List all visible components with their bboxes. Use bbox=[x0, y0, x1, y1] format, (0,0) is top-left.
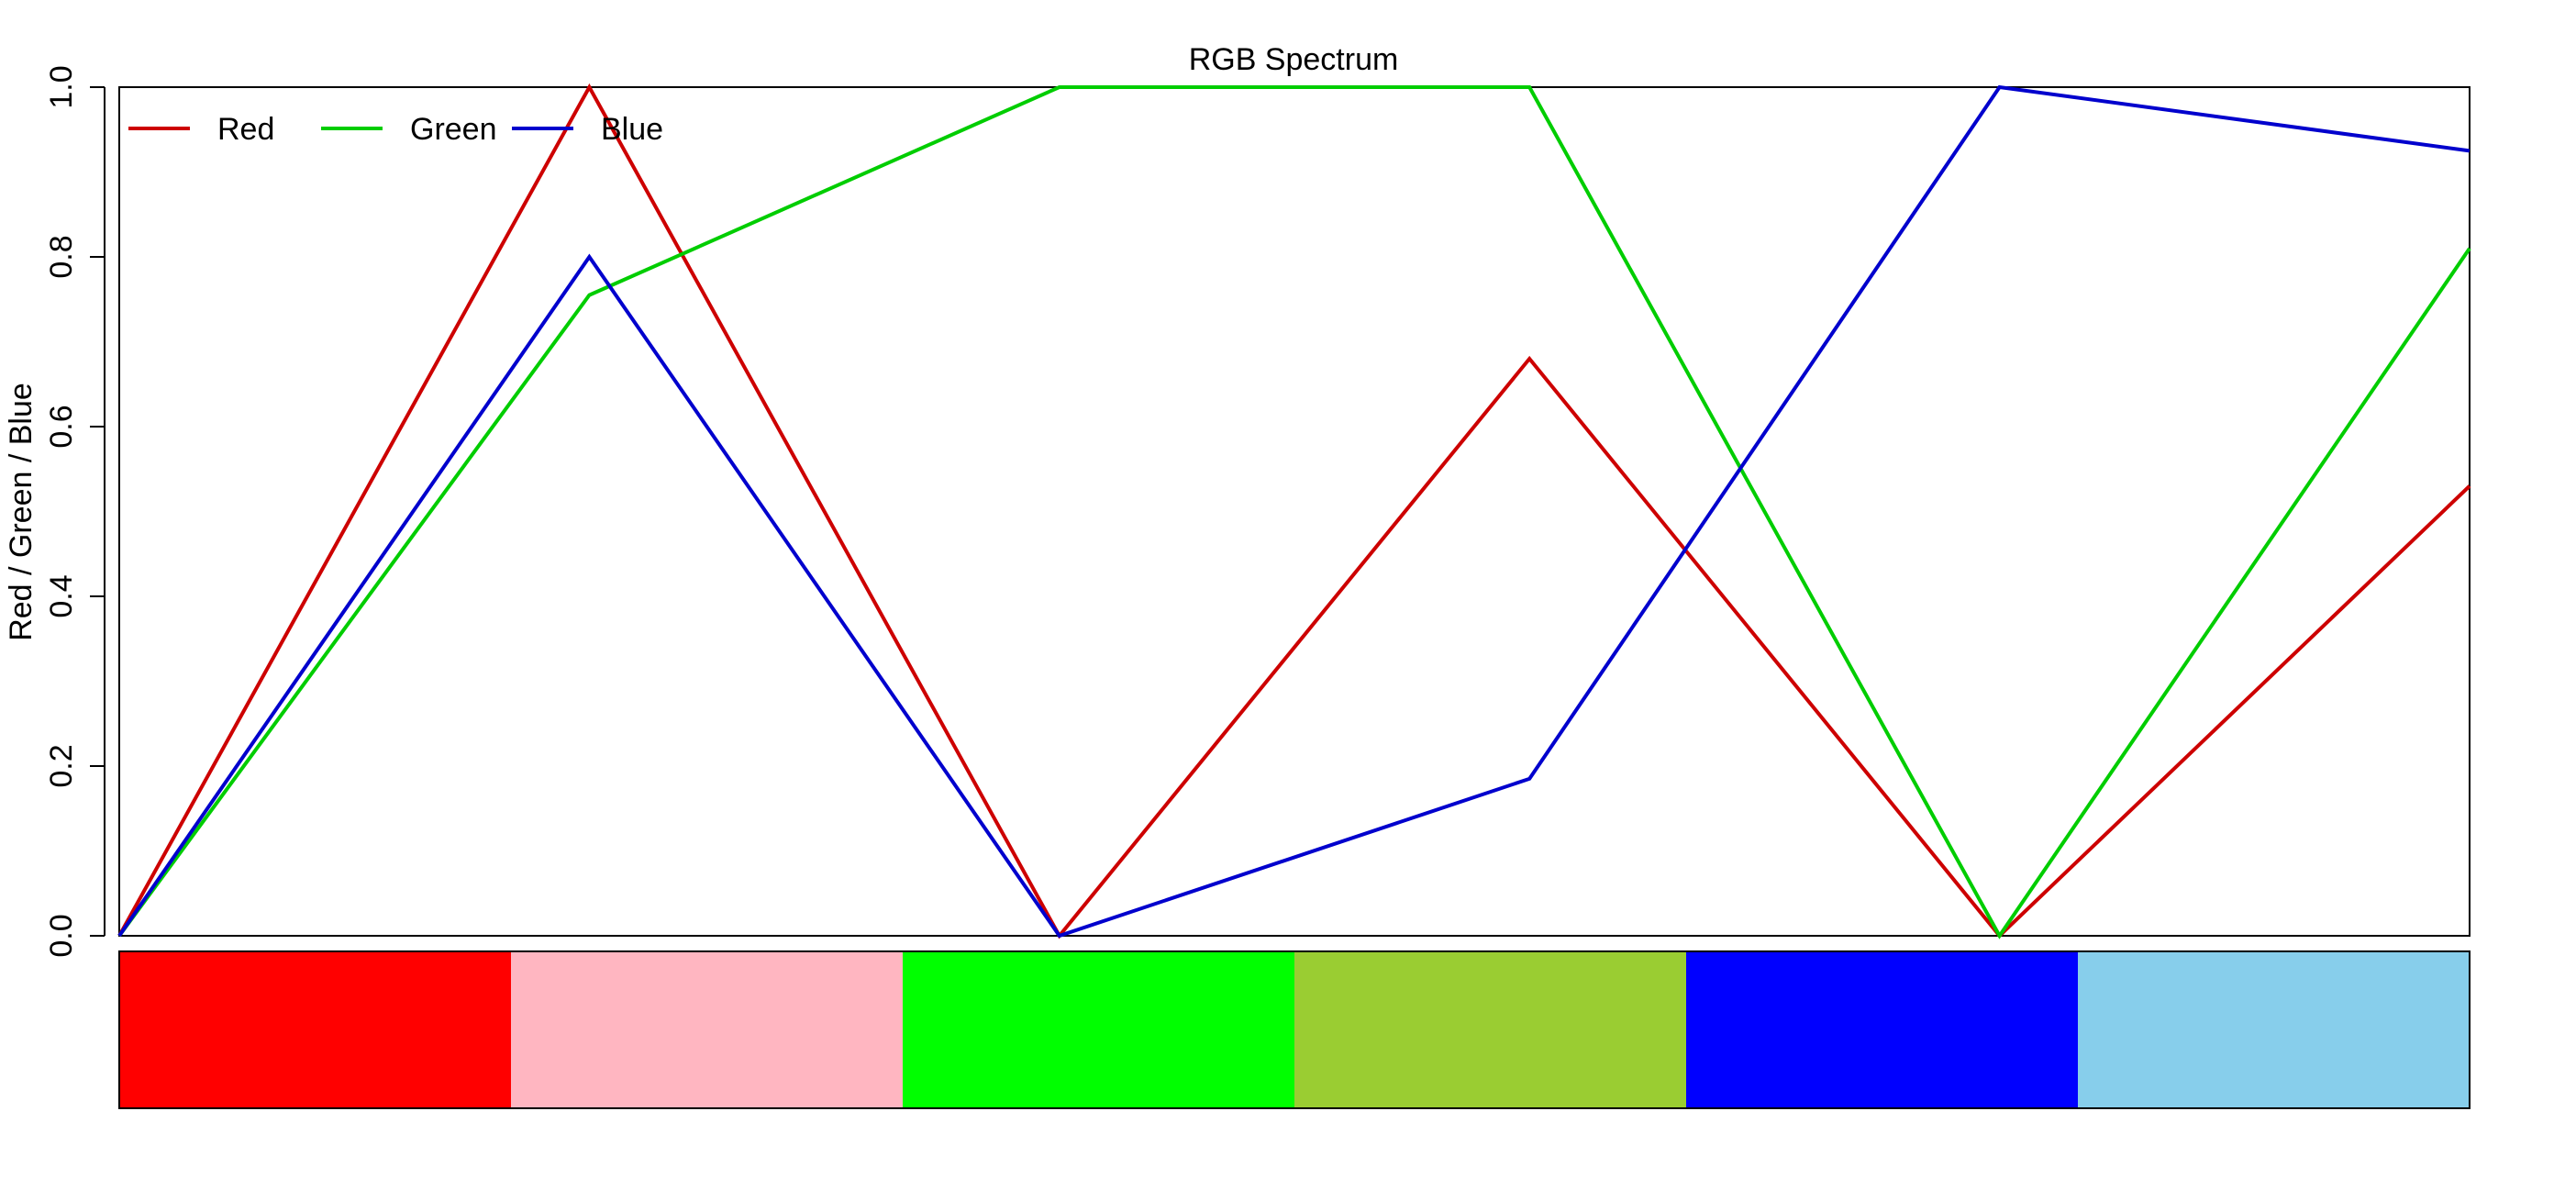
color-swatch bbox=[119, 951, 511, 1108]
legend-label-red: Red bbox=[217, 112, 274, 147]
legend-label-blue: Blue bbox=[601, 112, 663, 147]
y-tick-label: 0.0 bbox=[44, 914, 79, 957]
swatch-strip-frame bbox=[118, 950, 2471, 1109]
y-tick-label: 1.0 bbox=[44, 65, 79, 108]
color-swatch bbox=[1294, 951, 1686, 1108]
color-swatch-strip bbox=[118, 950, 2471, 1109]
y-axis: 0.0 0.2 0.4 0.6 0.8 1.0 bbox=[44, 65, 105, 958]
color-swatch bbox=[2078, 951, 2470, 1108]
series-lines bbox=[117, 83, 2471, 939]
y-tick-label: 0.6 bbox=[44, 405, 79, 448]
legend: Red Green Blue bbox=[128, 112, 663, 147]
plot-frame bbox=[118, 86, 2471, 937]
color-swatch bbox=[1686, 951, 2078, 1108]
series-line-green bbox=[117, 85, 2471, 939]
y-tick-label: 0.8 bbox=[44, 235, 79, 278]
y-axis-label: Red / Green / Blue bbox=[4, 383, 39, 641]
color-swatch bbox=[903, 951, 1294, 1108]
series-line-blue bbox=[117, 84, 2471, 939]
legend-label-green: Green bbox=[410, 112, 497, 147]
chart-title: RGB Spectrum bbox=[1189, 42, 1399, 77]
color-swatch bbox=[511, 951, 903, 1108]
y-tick-label: 0.2 bbox=[44, 744, 79, 787]
series-line-red bbox=[117, 83, 2471, 939]
y-tick-label: 0.4 bbox=[44, 574, 79, 617]
plot-area bbox=[118, 86, 2471, 937]
